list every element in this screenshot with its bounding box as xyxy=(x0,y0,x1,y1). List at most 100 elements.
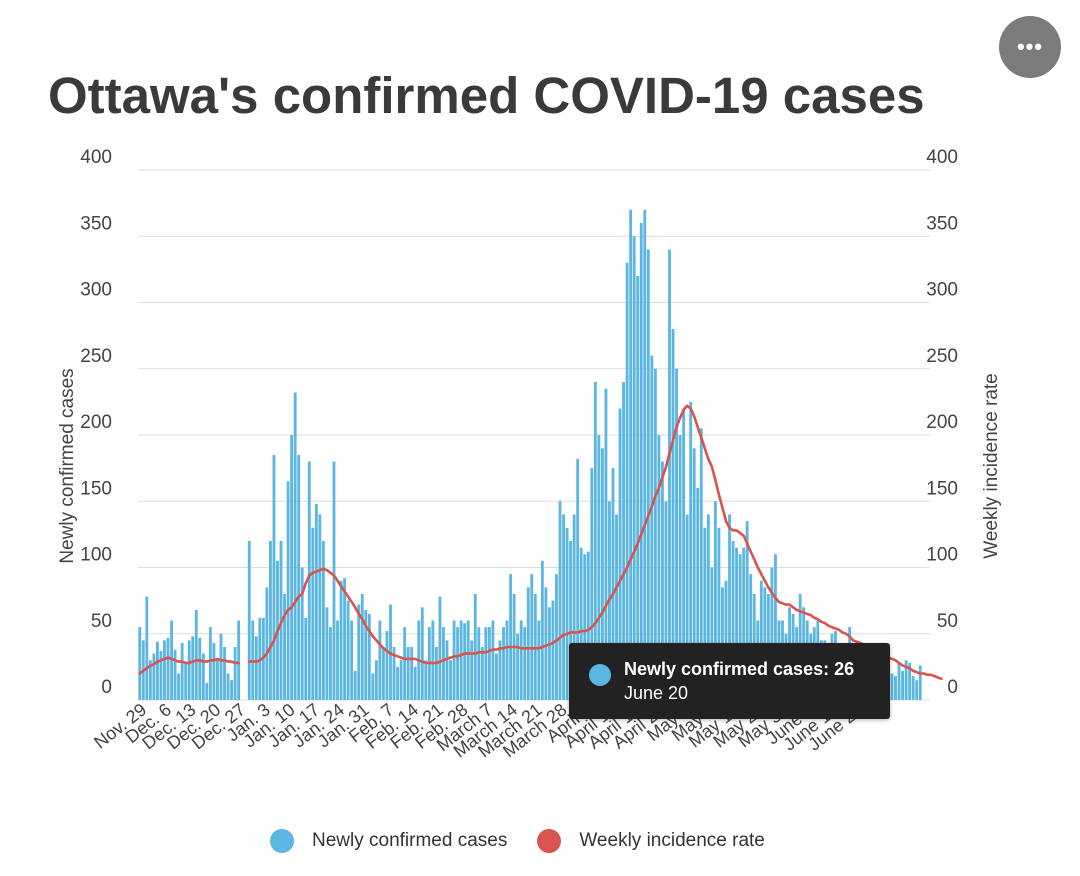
bar xyxy=(593,382,597,700)
bar xyxy=(586,551,590,700)
bar xyxy=(632,236,636,700)
bar xyxy=(371,673,375,700)
bar xyxy=(173,649,177,700)
bar xyxy=(728,514,731,700)
bar xyxy=(413,666,417,700)
more-options-button[interactable]: ••• xyxy=(999,16,1061,78)
bar xyxy=(329,627,332,700)
bar xyxy=(918,665,922,700)
bar xyxy=(360,594,364,700)
legend-item-weekly-incidence[interactable]: Weekly incidence rate xyxy=(537,829,765,853)
bar xyxy=(480,647,484,700)
bar xyxy=(325,607,329,700)
y-tick-label-left: 400 xyxy=(80,147,112,168)
bar xyxy=(742,547,746,700)
bar xyxy=(339,580,343,700)
bar xyxy=(505,620,509,700)
bar xyxy=(661,461,664,700)
bar xyxy=(350,620,354,700)
bar xyxy=(138,627,142,700)
bar xyxy=(420,607,424,700)
bar xyxy=(392,647,396,700)
bar xyxy=(689,401,693,700)
bar xyxy=(470,640,474,700)
bar xyxy=(473,594,477,700)
bar xyxy=(685,514,689,700)
bar xyxy=(530,574,534,700)
bar xyxy=(668,249,671,700)
bar xyxy=(544,587,548,700)
bar xyxy=(378,620,382,700)
bar xyxy=(699,428,703,700)
bar xyxy=(364,609,368,700)
bar xyxy=(163,640,166,700)
bar xyxy=(576,458,580,700)
bar xyxy=(438,596,442,700)
bar xyxy=(219,633,223,700)
bar xyxy=(901,670,904,700)
bar xyxy=(477,627,481,700)
bar xyxy=(459,620,463,700)
bar xyxy=(770,567,774,700)
bar xyxy=(304,617,308,700)
bar xyxy=(314,503,318,700)
bar xyxy=(396,666,399,700)
bar xyxy=(625,262,629,700)
bar xyxy=(562,514,565,700)
y-axis-title-left: Newly confirmed cases xyxy=(57,368,78,563)
bar xyxy=(611,468,615,700)
bar xyxy=(463,623,467,700)
tooltip-date: June 20 xyxy=(624,683,689,703)
bar xyxy=(551,600,555,700)
bar xyxy=(194,609,198,700)
bar xyxy=(618,408,622,700)
bar xyxy=(908,662,912,700)
y-tick-label-right: 200 xyxy=(926,412,958,433)
bar xyxy=(643,209,647,700)
bar xyxy=(208,627,212,700)
bar xyxy=(159,650,163,700)
bar xyxy=(555,574,558,700)
bar xyxy=(597,435,601,700)
bar xyxy=(710,567,714,700)
bar xyxy=(336,620,339,700)
bar xyxy=(774,554,777,700)
bar xyxy=(212,643,216,700)
bar xyxy=(509,574,512,700)
legend-item-newly-confirmed[interactable]: Newly confirmed cases xyxy=(270,829,507,853)
bar xyxy=(156,641,159,700)
y-tick-label-left: 100 xyxy=(80,545,112,566)
bar xyxy=(272,454,276,700)
bar xyxy=(636,276,640,700)
bar xyxy=(600,448,604,700)
bar xyxy=(367,613,371,700)
bar xyxy=(537,620,541,700)
bar xyxy=(646,249,650,700)
bar xyxy=(498,640,502,700)
bar xyxy=(731,541,735,700)
bar xyxy=(703,527,707,700)
y-tick-label-right: 400 xyxy=(926,147,958,168)
y-tick-label-right: 100 xyxy=(926,545,958,566)
bar xyxy=(713,501,717,700)
y-tick-label-left: 200 xyxy=(80,412,112,433)
bar xyxy=(180,643,184,700)
y-tick-label-left: 250 xyxy=(80,346,112,367)
bar xyxy=(449,660,452,700)
bar xyxy=(346,600,350,700)
bar xyxy=(442,627,445,700)
bar xyxy=(671,329,675,700)
y-tick-label-right: 150 xyxy=(926,478,958,499)
bar xyxy=(307,461,311,700)
bar xyxy=(904,660,908,700)
bar xyxy=(622,382,626,700)
bar xyxy=(523,627,527,700)
bar xyxy=(311,527,315,700)
bar xyxy=(706,514,710,700)
bar xyxy=(431,620,435,700)
bar xyxy=(148,660,152,700)
data-tooltip: Newly confirmed cases: 26 June 20 xyxy=(569,643,890,719)
bar xyxy=(321,541,325,700)
bar xyxy=(399,660,403,700)
bar xyxy=(230,680,234,700)
